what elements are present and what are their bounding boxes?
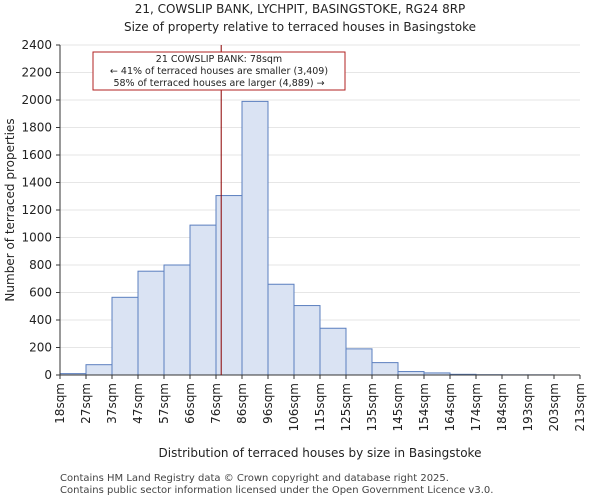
annotation-line-3: 58% of terraced houses are larger (4,889… — [113, 78, 324, 89]
y-axis-label: Number of terraced properties — [3, 118, 17, 301]
bar — [371, 362, 399, 376]
y-tick-label: 1200 — [21, 203, 52, 217]
y-tick-label: 2400 — [21, 38, 52, 52]
annotation-box: 21 COWSLIP BANK: 78sqm ← 41% of terraced… — [92, 51, 346, 91]
x-tick-label: 174sqm — [469, 383, 483, 431]
bar-chart: 0 200 400 600 800 1000 1200 1400 1600 1800 2000 220… — [3, 38, 587, 460]
bar — [293, 305, 321, 376]
y-tick-label: 1600 — [21, 148, 52, 162]
annotation-border — [92, 51, 346, 91]
bar — [267, 283, 295, 376]
annotation-line-1: 21 COWSLIP BANK: 78sqm — [156, 54, 282, 65]
bar — [319, 327, 347, 376]
x-tick-label: 96sqm — [261, 383, 275, 424]
x-tick-label: 135sqm — [365, 383, 379, 431]
chart-title: 21, COWSLIP BANK, LYCHPIT, BASINGSTOKE, … — [134, 2, 466, 16]
x-tick-label: 184sqm — [495, 383, 509, 431]
y-tick-label: 1800 — [21, 121, 52, 135]
chart-subtitle: Size of property relative to terraced ho… — [123, 20, 477, 34]
y-tick-label: 600 — [29, 286, 52, 300]
bar — [163, 264, 191, 376]
y-tick-label: 200 — [29, 341, 52, 355]
x-tick-label: 27sqm — [79, 383, 93, 424]
bar — [215, 195, 243, 376]
y-tick-label: 1400 — [21, 176, 52, 190]
annotation-line-2: ← 41% of terraced houses are smaller (3,… — [110, 66, 328, 77]
y-tick-label: 2000 — [21, 93, 52, 107]
x-tick-label: 86sqm — [235, 383, 249, 424]
x-tick-label: 66sqm — [183, 383, 197, 424]
x-tick-label: 203sqm — [547, 383, 561, 431]
bar — [345, 348, 373, 376]
x-tick-label: 57sqm — [157, 383, 171, 424]
x-tick-label: 18sqm — [53, 383, 67, 424]
y-tick-label: 800 — [29, 258, 52, 272]
bar — [241, 100, 269, 376]
x-tick-label: 145sqm — [391, 383, 405, 431]
bar — [137, 270, 165, 376]
x-axis-label: Distribution of terraced houses by size … — [159, 446, 482, 460]
x-tick-label: 106sqm — [287, 383, 301, 431]
bar — [397, 371, 425, 376]
x-tick-label: 115sqm — [313, 383, 327, 431]
x-tick-label: 125sqm — [339, 383, 353, 431]
x-tick-label: 213sqm — [573, 383, 587, 431]
x-tick-label: 193sqm — [521, 383, 535, 431]
bar — [85, 364, 113, 376]
bar — [189, 224, 217, 376]
x-tick-label: 76sqm — [209, 383, 223, 424]
y-tick-label: 400 — [29, 313, 52, 327]
bar — [111, 296, 139, 376]
x-tick-label: 154sqm — [417, 383, 431, 431]
y-tick-label: 2200 — [21, 66, 52, 80]
x-tick-label: 164sqm — [443, 383, 457, 431]
footer-copyright: Contains HM Land Registry data © Crown c… — [60, 473, 449, 484]
y-tick-label: 1000 — [21, 231, 52, 245]
y-tick-label: 0 — [44, 368, 52, 382]
x-tick-label: 37sqm — [105, 383, 119, 424]
footer-licence: Contains public sector information licen… — [60, 485, 494, 496]
x-tick-label: 47sqm — [131, 383, 145, 424]
